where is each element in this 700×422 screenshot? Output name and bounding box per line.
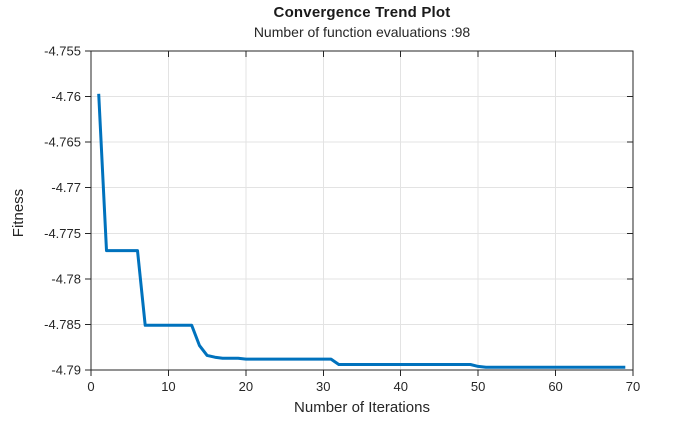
y-tick-label: -4.77 [51,180,81,195]
x-tick-label: 20 [239,379,253,394]
axes-box [90,50,634,371]
series-line [97,93,626,369]
y-tick-label: -4.79 [51,363,81,378]
x-axis-label: Number of Iterations [294,399,430,416]
chart-subtitle: Number of function evaluations :98 [253,24,471,40]
y-tick-label: -4.76 [51,89,81,104]
x-tick-label: 40 [393,379,407,394]
x-tick-label: 0 [87,379,94,394]
y-tick-label: -4.78 [51,271,81,286]
y-tick-label: -4.755 [44,44,81,59]
chart-title: Convergence Trend Plot [273,4,451,21]
y-axis-label: Fitness [10,188,27,238]
x-tick-label: 30 [316,379,330,394]
x-tick-label: 60 [548,379,562,394]
y-tick-label: -4.785 [44,317,81,332]
y-tick-label: -4.775 [44,226,81,241]
x-tick-label: 10 [161,379,175,394]
x-tick-label: 50 [471,379,485,394]
y-tick-label: -4.765 [44,135,81,150]
x-tick-label: 70 [626,379,640,394]
